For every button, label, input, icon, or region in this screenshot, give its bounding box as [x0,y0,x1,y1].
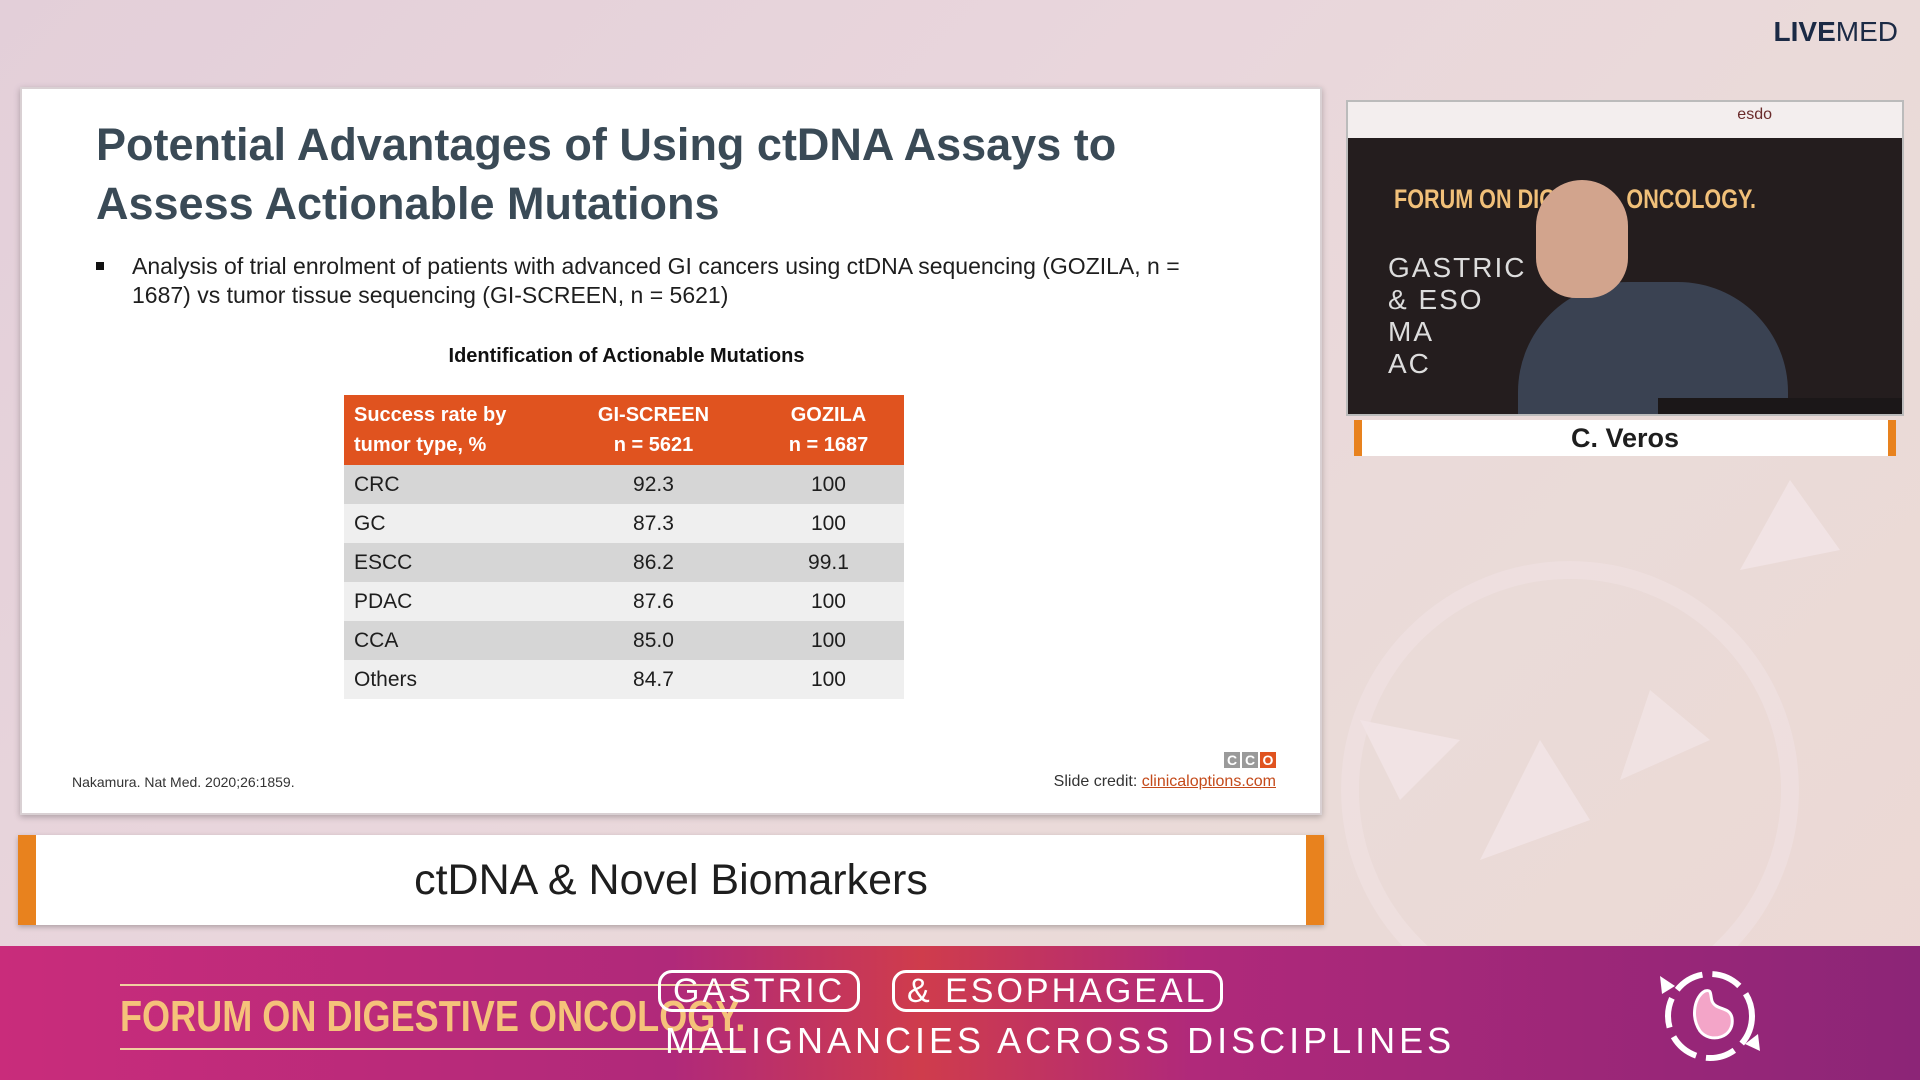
cell-gozila: 99.1 [752,543,904,582]
bullet-text: Analysis of trial enrolment of patients … [132,253,1180,308]
cell-tumor: Others [344,660,554,699]
slide-title: Potential Advantages of Using ctDNA Assa… [96,119,1117,229]
cell-gozila: 100 [752,582,904,621]
cell-tumor: GC [344,504,554,543]
cell-gi-screen: 92.3 [554,465,753,504]
cell-tumor: ESCC [344,543,554,582]
podium [1658,398,1902,414]
slide-bullet: Analysis of trial enrolment of patients … [96,252,1196,310]
cell-gi-screen: 87.6 [554,582,753,621]
header-gozila: GOZILA n = 1687 [752,395,904,465]
citation: Nakamura. Nat Med. 2020;26:1859. [72,774,295,790]
table-row: CCA 85.0 100 [344,621,904,660]
esdo-logo-text: esdo [1737,106,1772,123]
stomach-emblem-icon [1660,971,1760,1061]
cell-gi-screen: 86.2 [554,543,753,582]
cell-gi-screen: 87.3 [554,504,753,543]
cco-logo: C C O [1224,752,1276,768]
table-row: Others 84.7 100 [344,660,904,699]
speaker-figure [1518,282,1788,414]
banner-gastric: GASTRIC [658,970,861,1012]
table-row: ESCC 86.2 99.1 [344,543,904,582]
cell-gi-screen: 84.7 [554,660,753,699]
table-row: CRC 92.3 100 [344,465,904,504]
table-row: PDAC 87.6 100 [344,582,904,621]
livemed-logo: LIVEMED [1773,16,1898,47]
cell-gozila: 100 [752,465,904,504]
speaker-name: C. Veros [1570,422,1680,453]
cell-gozila: 100 [752,660,904,699]
video-stage-text: GASTRIC & ESO MA AC [1388,252,1527,379]
video-forum-text: FORUM ON DIGE ONCOLOGY. [1394,184,1757,214]
credit-label: Slide credit: [1053,773,1142,790]
cco-letter: C [1242,752,1258,768]
banner-malignancies: MALIGNANCIES ACROSS DISCIPLINES [665,1020,1456,1061]
speaker-head [1536,180,1628,298]
table-title: Identification of Actionable Mutations [448,345,805,367]
cell-gi-screen: 85.0 [554,621,753,660]
slide-credit: Slide credit: clinicaloptions.com [1054,773,1276,791]
cell-tumor: CCA [344,621,554,660]
table-header-row: Success rate by tumor type, % GI-SCREEN n … [344,395,904,465]
bullet-marker [96,262,104,270]
video-banner: esdo [1348,102,1902,138]
results-table: Success rate by tumor type, % GI-SCREEN n … [344,395,904,699]
cell-tumor: CRC [344,465,554,504]
topic-lower-third: ctDNA & Novel Biomarkers [18,835,1324,925]
table-row: GC 87.3 100 [344,504,904,543]
presentation-slide: Potential Advantages of Using ctDNA Assa… [20,87,1322,815]
banner-esophageal: & ESOPHAGEAL [892,970,1223,1012]
background-arrows-decoration [1341,480,1840,960]
speaker-name-bar: C. Veros [1354,420,1896,456]
credit-link[interactable]: clinicaloptions.com [1141,773,1276,790]
cco-letter: O [1260,752,1276,768]
topic-title: ctDNA & Novel Biomarkers [414,855,928,904]
speaker-video: esdo FORUM ON DIGE ONCOLOGY. GASTRIC & ES… [1346,100,1904,416]
header-gi-screen: GI-SCREEN n = 5621 [554,395,753,465]
header-tumor-type: Success rate by tumor type, % [344,395,554,465]
cco-letter: C [1224,752,1240,768]
event-banner: FORUM ON DIGESTIVE ONCOLOGY. GASTRIC & E… [0,946,1920,1080]
banner-forum-title: FORUM ON DIGESTIVE ONCOLOGY. [120,984,746,1050]
cell-gozila: 100 [752,504,904,543]
cell-tumor: PDAC [344,582,554,621]
cell-gozila: 100 [752,621,904,660]
